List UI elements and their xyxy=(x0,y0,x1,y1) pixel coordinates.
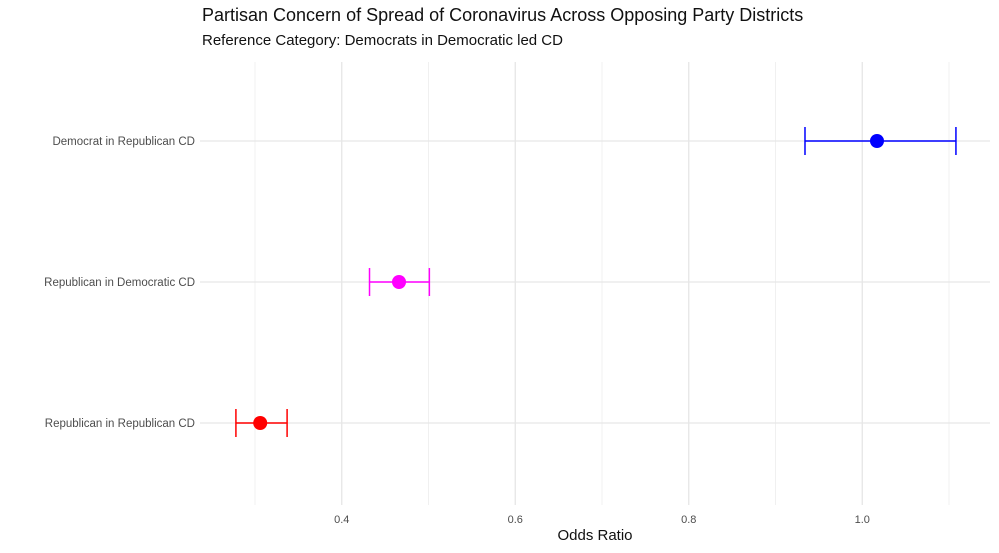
estimate-point xyxy=(869,134,884,148)
series-layer xyxy=(235,127,957,437)
estimate-point xyxy=(253,416,268,430)
estimate-group xyxy=(804,127,957,155)
estimate-group xyxy=(368,268,431,296)
estimate-point xyxy=(392,275,407,289)
y-tick-label: Republican in Republican CD xyxy=(45,418,195,430)
estimate-group xyxy=(235,409,288,437)
x-tick-labels: 0.4 0.6 0.8 1.0 xyxy=(334,514,870,526)
y-tick-label: Democrat in Republican CD xyxy=(52,136,195,148)
x-tick-label: 0.4 xyxy=(334,514,349,526)
chart-subtitle: Reference Category: Democrats in Democra… xyxy=(202,32,563,49)
grid-layer xyxy=(200,62,990,505)
chart-title: Partisan Concern of Spread of Coronaviru… xyxy=(202,5,804,25)
x-tick-label: 1.0 xyxy=(855,514,870,526)
x-tick-label: 0.8 xyxy=(681,514,696,526)
y-tick-label: Republican in Democratic CD xyxy=(44,277,195,289)
x-axis-label: Odds Ratio xyxy=(557,527,633,544)
y-tick-labels: Democrat in Republican CD Republican in D… xyxy=(44,136,195,430)
x-tick-label: 0.6 xyxy=(508,514,523,526)
